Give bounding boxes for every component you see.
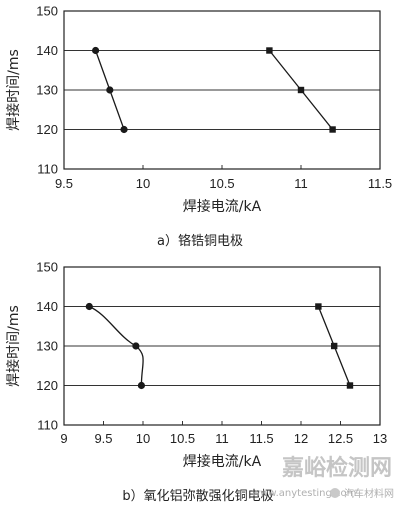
- data-point-circle: [120, 125, 128, 134]
- x-tick-label: 9.5: [55, 176, 73, 191]
- x-axis-label: 焊接电流/kA: [183, 198, 262, 215]
- data-point-circle: [137, 381, 146, 390]
- data-point-circle: [106, 86, 114, 94]
- chart-a: 110 120 130 140 150 9.5 10 10.5 11 11.5 焊接电流/kA 焊接时…: [5, 4, 392, 216]
- caption-b: b）氧化铝弥散强化铜电极: [122, 488, 273, 504]
- data-point-square: [315, 303, 322, 310]
- x-tick-label: 11.5: [249, 431, 273, 446]
- data-point-circle: [85, 302, 93, 311]
- x-tick-label: 9.5: [94, 431, 112, 446]
- y-tick-label: 110: [37, 418, 58, 433]
- y-tick-label: 110: [37, 162, 58, 177]
- caption-a: a）铬锆铜电极: [157, 233, 243, 249]
- y-tick-label: 150: [36, 260, 58, 275]
- watermark-logo-icon: [330, 488, 340, 498]
- data-point-circle: [132, 342, 140, 350]
- watermark: 嘉峪检测网 www.anytesting.com 汽车材料网: [252, 455, 394, 500]
- x-tick-label: 11: [294, 176, 308, 191]
- x-tick-label: 11: [215, 431, 229, 446]
- y-tick-label: 120: [36, 378, 58, 393]
- y-axis-label: 焊接时间/ms: [5, 305, 22, 387]
- x-tick-label: 10.5: [209, 176, 234, 191]
- data-point-circle: [92, 46, 100, 55]
- watermark-logo-text: 汽车材料网: [344, 487, 394, 500]
- data-point-square: [329, 126, 336, 133]
- data-point-square: [346, 382, 354, 389]
- x-axis-label: 焊接电流/kA: [183, 453, 262, 470]
- plot-frame: [63, 266, 381, 426]
- y-tick-label: 130: [36, 339, 58, 354]
- x-tick-label: 11.5: [368, 176, 392, 191]
- y-tick-label: 140: [36, 43, 58, 58]
- watermark-url-text: www.anytesting.com: [252, 488, 356, 499]
- x-tick-label: 12.5: [328, 431, 353, 446]
- data-point-square: [266, 47, 273, 54]
- y-tick-label: 140: [36, 299, 58, 314]
- y-axis-label: 焊接时间/ms: [5, 49, 22, 131]
- x-tick-label: 10.5: [170, 431, 195, 446]
- plot-frame: [63, 10, 381, 170]
- x-tick-label: 12: [294, 431, 308, 446]
- x-tick-label: 10: [136, 431, 150, 446]
- x-tick-label: 13: [373, 431, 387, 446]
- data-point-square: [330, 342, 338, 350]
- y-tick-label: 120: [36, 122, 58, 137]
- data-point-square: [297, 86, 305, 94]
- y-tick-label: 130: [36, 83, 58, 98]
- chart-b: 110 120 130 140 150 9 9.5 10 10.5 11 11.5 12 12.5 13 焊…: [5, 260, 387, 471]
- x-tick-label: 9: [60, 431, 67, 446]
- watermark-main-text: 嘉峪检测网: [282, 455, 392, 481]
- y-tick-label: 150: [36, 4, 58, 19]
- x-tick-label: 10: [136, 176, 150, 191]
